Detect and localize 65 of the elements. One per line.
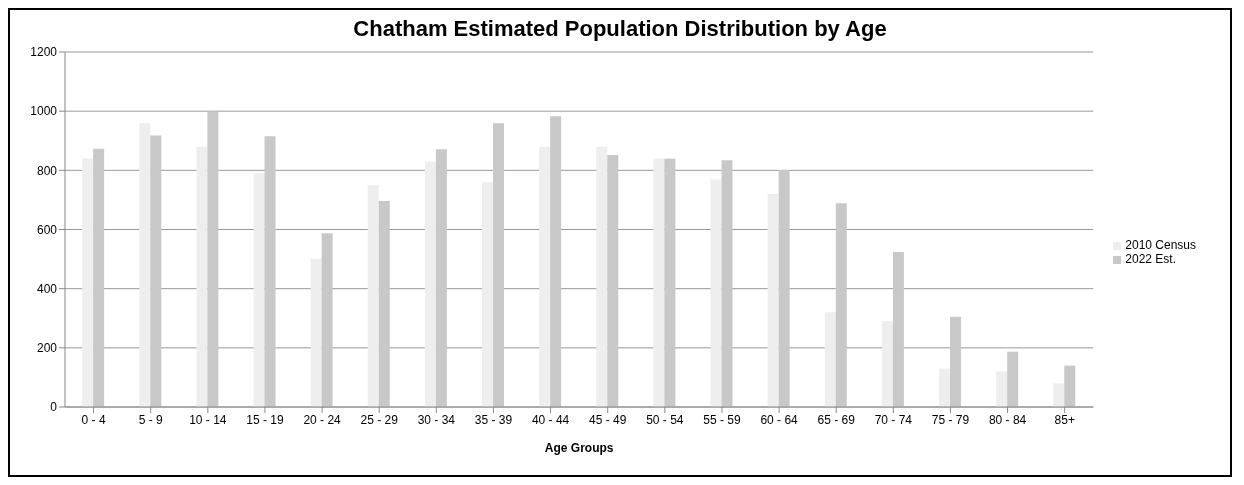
bar xyxy=(310,259,322,407)
legend-label: 2010 Census xyxy=(1125,238,1196,252)
y-tick-label: 400 xyxy=(36,281,58,296)
bar xyxy=(664,158,676,407)
x-tick-label: 80 - 84 xyxy=(988,412,1027,427)
x-tick-label: 55 - 59 xyxy=(703,412,741,427)
bar xyxy=(321,233,333,407)
y-tick-label: 800 xyxy=(36,163,58,178)
x-tick-label: 25 - 29 xyxy=(360,412,399,427)
x-tick-label: 45 - 49 xyxy=(589,412,627,427)
y-tick-label: 1200 xyxy=(30,45,58,60)
bar xyxy=(767,194,779,407)
x-tick-label: 0 - 4 xyxy=(81,412,106,427)
bar xyxy=(253,173,265,407)
legend-label: 2022 Est. xyxy=(1125,252,1176,266)
bar xyxy=(710,179,722,407)
bar xyxy=(1064,365,1076,407)
x-tick-label: 35 - 39 xyxy=(474,412,513,427)
bar xyxy=(892,251,904,407)
bar xyxy=(150,135,162,407)
bar xyxy=(835,203,847,407)
bar xyxy=(424,161,436,407)
y-tick-label: 600 xyxy=(36,222,58,237)
x-tick-label: 30 - 34 xyxy=(417,412,456,427)
bar xyxy=(367,185,379,407)
bar xyxy=(139,123,151,407)
bar xyxy=(482,182,494,407)
bar xyxy=(596,146,608,407)
bar xyxy=(950,316,962,407)
y-tick-label: 0 xyxy=(50,400,58,415)
x-tick-label: 70 - 74 xyxy=(874,412,913,427)
bar xyxy=(93,148,105,407)
bar xyxy=(207,111,219,407)
x-tick-label: 60 - 64 xyxy=(760,412,799,427)
bar xyxy=(82,158,94,407)
bar xyxy=(435,149,447,407)
bar xyxy=(653,158,665,407)
bar xyxy=(996,371,1008,407)
bar xyxy=(539,146,551,407)
bar xyxy=(607,154,619,407)
x-tick-label: 20 - 24 xyxy=(303,412,342,427)
bar xyxy=(939,368,951,407)
x-tick-label: 5 - 9 xyxy=(138,412,164,427)
x-tick-label: 85+ xyxy=(1054,412,1075,427)
bar xyxy=(824,312,836,407)
bar xyxy=(778,170,790,407)
x-tick-label: 75 - 79 xyxy=(931,412,970,427)
x-tick-label: 50 - 54 xyxy=(646,412,684,427)
x-tick-label: 40 - 44 xyxy=(531,412,570,427)
x-tick-label: 15 - 19 xyxy=(246,412,284,427)
y-tick-label: 1000 xyxy=(30,104,58,119)
chart-title: Chatham Estimated Population Distribution by Age xyxy=(352,16,888,42)
bar xyxy=(264,136,276,407)
bar xyxy=(196,146,208,407)
bar xyxy=(493,123,505,407)
bar xyxy=(550,116,562,407)
x-tick-label: 65 - 69 xyxy=(817,412,856,427)
bar xyxy=(1007,351,1019,407)
x-axis-title: Age Groups xyxy=(544,441,614,455)
y-tick-label: 200 xyxy=(36,341,58,356)
bar xyxy=(721,160,733,407)
bar xyxy=(881,321,893,407)
bar xyxy=(1053,383,1065,407)
bar xyxy=(378,201,390,407)
x-tick-label: 10 - 14 xyxy=(189,412,227,427)
